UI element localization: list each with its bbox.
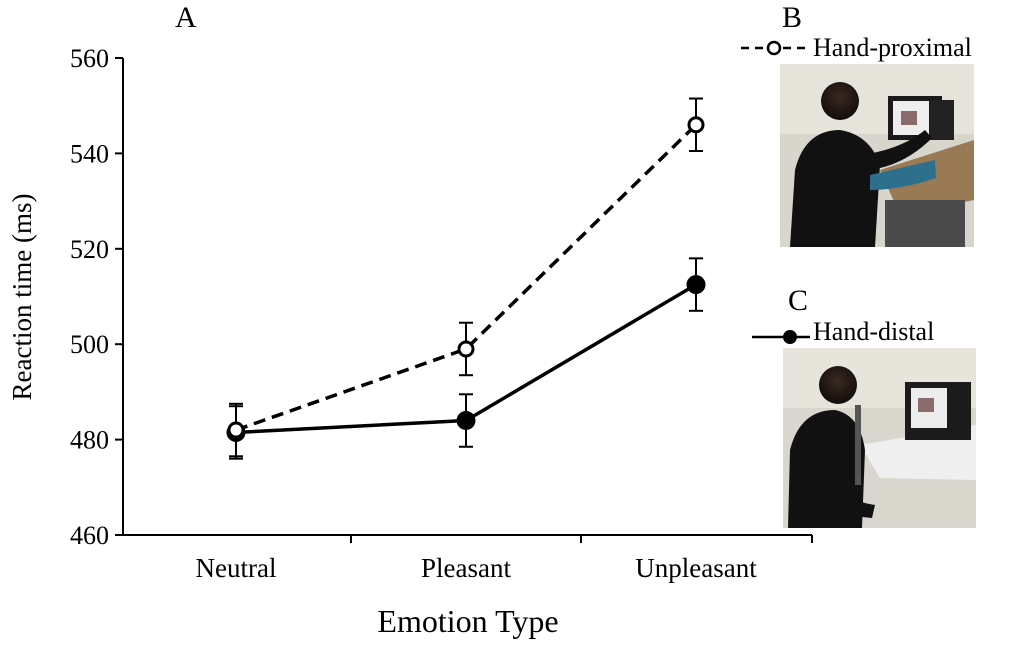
x-ticks: Neutral Pleasant Unpleasant <box>196 535 813 583</box>
photo-hand-proximal <box>780 64 974 247</box>
legend-hand-proximal: Hand-proximal <box>741 33 972 62</box>
data-point <box>457 340 475 358</box>
x-tick-label: Pleasant <box>421 553 511 583</box>
y-ticks: 460 480 500 520 540 560 <box>70 44 123 550</box>
y-tick-label: 560 <box>70 44 109 73</box>
y-tick-label: 480 <box>70 426 109 455</box>
y-tick-label: 540 <box>70 139 109 168</box>
legend-hand-distal: Hand-distal <box>752 317 934 346</box>
x-tick-label: Unpleasant <box>635 553 757 583</box>
x-tick-label: Neutral <box>196 553 277 583</box>
legend-label-hand-proximal: Hand-proximal <box>813 33 972 62</box>
x-axis-label: Emotion Type <box>377 603 558 639</box>
data-point <box>456 411 476 431</box>
line-chart: 460 480 500 520 540 560 Neutral Pleasant Unplea… <box>7 44 813 639</box>
series-line <box>235 123 698 432</box>
panel-label-a: A <box>175 1 197 34</box>
y-tick-label: 460 <box>70 521 109 550</box>
panel-label-c: C <box>788 284 808 317</box>
legend-label-hand-distal: Hand-distal <box>813 317 934 346</box>
series-layer <box>226 97 706 460</box>
photo-hand-distal <box>783 348 976 528</box>
y-tick-label: 520 <box>70 235 109 264</box>
series-hand-proximal <box>227 97 705 458</box>
data-point <box>687 116 705 134</box>
legend-filled-circle-marker <box>783 330 797 344</box>
legend-open-circle-marker <box>766 40 782 56</box>
data-point <box>227 421 245 439</box>
data-point <box>686 275 706 295</box>
panel-label-b: B <box>782 1 802 34</box>
y-axis-label: Reaction time (ms) <box>7 194 37 401</box>
y-tick-label: 500 <box>70 330 109 359</box>
